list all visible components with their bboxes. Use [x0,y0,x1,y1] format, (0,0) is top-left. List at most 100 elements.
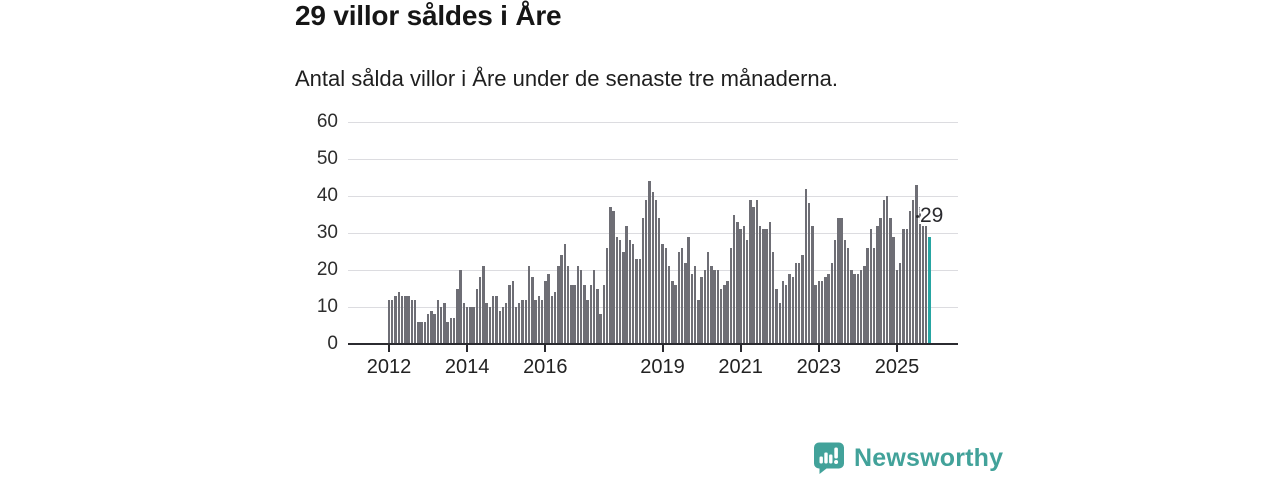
bar [420,321,423,344]
bar [866,247,869,344]
bar [667,266,671,344]
bar [618,240,622,344]
bar [723,284,726,344]
x-axis-tick-2025 [895,345,898,352]
bar [846,247,850,344]
bar [716,270,720,344]
bar [635,258,638,344]
bar [843,240,847,344]
x-axis-tick-2014 [466,345,469,352]
bar [729,247,733,344]
bar [772,251,775,344]
bar [592,270,596,344]
bar [410,299,414,344]
y-axis-tick-label: 30 [316,222,338,243]
bar [749,199,752,344]
bar [524,299,527,344]
bar [736,221,739,344]
bar [531,277,534,344]
bar [654,199,658,344]
bar [638,258,641,344]
bar [472,307,475,344]
bar [505,303,508,344]
bar [417,321,420,344]
bar [478,277,482,344]
bar [547,273,550,344]
bar [391,299,394,344]
x-axis-tick-label-2014: 2014 [444,356,490,378]
bar [498,310,501,344]
bar [439,307,443,344]
bar [446,321,449,344]
bar [811,225,814,344]
bar [898,262,902,344]
bar [853,273,856,344]
bar [628,240,632,344]
bar [557,266,560,344]
bar [452,318,456,344]
bar [830,262,834,344]
bar [651,192,654,344]
bar [814,284,817,344]
bar [641,218,645,344]
x-axis-line [348,343,958,345]
x-axis-tick-label-2016: 2016 [523,356,568,378]
bar [710,266,713,344]
bar [573,284,576,344]
bar [599,314,602,344]
brand-footer: Newsworthy [812,441,1003,475]
bar [833,240,837,344]
bar [609,207,612,344]
x-axis-tick-label-2023: 2023 [796,356,842,378]
bar [615,236,619,344]
bar [589,284,593,344]
bar [671,281,674,344]
chart-subtitle: Antal sålda villor i Åre under de senast… [295,66,838,91]
bar [566,266,570,344]
bar [596,288,599,344]
y-axis-tick-label: 40 [316,185,338,206]
bar [436,299,440,344]
bar [781,281,785,344]
bar [680,247,684,344]
highlight-value-label: 29 [920,204,944,227]
bar [527,266,531,344]
bar [443,303,446,344]
x-axis-tick-2023 [817,345,820,352]
bar [801,255,804,344]
y-axis-tick-label: 10 [316,296,338,317]
bar [404,295,407,344]
bar [706,251,710,344]
bar [456,288,459,344]
bar [570,284,573,344]
bar [400,295,404,344]
bar [514,307,518,344]
bar [804,188,807,344]
bar [778,303,781,344]
bar [690,273,694,344]
bar [661,244,664,344]
bar [768,221,772,344]
bar [579,270,583,344]
bar [394,295,397,344]
bar [791,277,794,344]
bar [807,203,811,344]
bar [475,288,479,344]
bar [882,199,886,344]
brand-name: Newsworthy [854,443,1004,472]
bar [625,225,628,344]
bar [501,307,505,344]
bar [798,262,801,344]
bar [462,303,466,344]
gridline-y60 [348,122,958,123]
bar [700,277,703,344]
x-axis-tick-2016 [544,345,547,352]
bar [465,307,469,344]
bar [840,218,843,344]
bar [534,299,537,344]
x-axis-tick-2019 [661,345,664,352]
bar [719,288,723,344]
bar [602,284,606,344]
bar [426,314,430,344]
bar [785,284,788,344]
